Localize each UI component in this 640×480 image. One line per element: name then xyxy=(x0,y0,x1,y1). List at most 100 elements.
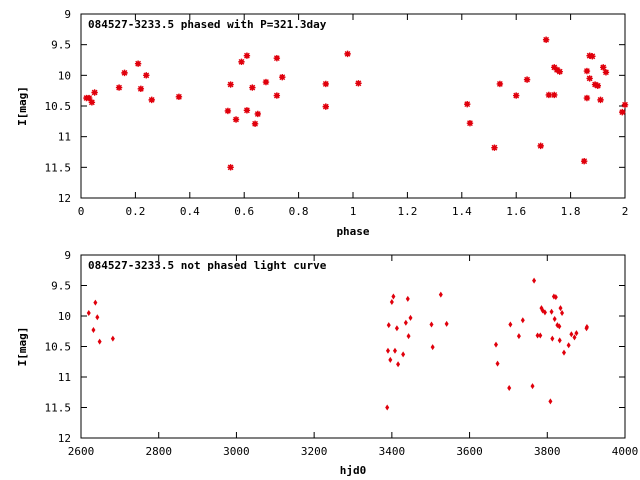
x-tick-label: 1.6 xyxy=(506,205,526,218)
x-tick-label: 0.4 xyxy=(180,205,200,218)
x-tick-label: 1 xyxy=(350,205,357,218)
x-tick-label: 0.8 xyxy=(289,205,309,218)
data-point xyxy=(532,277,537,284)
data-point xyxy=(385,404,390,411)
x-tick-label: 1.2 xyxy=(397,205,417,218)
data-point xyxy=(597,96,604,104)
data-point xyxy=(552,316,557,323)
data-point xyxy=(438,291,443,298)
data-point xyxy=(551,91,558,99)
x-tick-label: 2600 xyxy=(68,445,95,458)
data-point xyxy=(523,76,531,83)
data-point xyxy=(583,67,591,75)
data-point xyxy=(550,335,555,342)
unphased-light-curve-panel: 2600 2800 3000 3200 3400 3600 3800 4000 9 9.5 10 10… xyxy=(16,249,638,477)
data-point xyxy=(85,94,93,102)
data-point xyxy=(273,54,281,62)
data-point xyxy=(273,92,281,99)
data-point xyxy=(134,60,142,67)
data-point xyxy=(91,89,98,96)
data-point xyxy=(545,91,553,99)
data-point xyxy=(556,68,563,75)
data-point xyxy=(557,337,562,344)
y-axis-title: I[mag] xyxy=(16,327,29,367)
data-point xyxy=(535,332,540,339)
data-point xyxy=(243,107,251,114)
y-tick-label: 11 xyxy=(58,131,71,144)
data-point xyxy=(396,361,401,368)
y-tick-label: 9.5 xyxy=(51,280,71,293)
data-point xyxy=(97,338,102,345)
y-tick-label: 9.5 xyxy=(51,39,71,52)
data-point xyxy=(537,142,544,150)
data-point xyxy=(600,64,607,71)
data-point xyxy=(238,58,245,66)
data-point xyxy=(602,69,610,76)
data-point xyxy=(386,322,391,329)
data-point xyxy=(621,101,629,108)
data-point xyxy=(444,320,449,327)
x-tick-label: 3200 xyxy=(301,445,328,458)
data-point xyxy=(392,347,397,354)
data-point xyxy=(110,335,115,342)
data-point xyxy=(95,314,100,321)
data-point xyxy=(408,314,413,321)
data-point xyxy=(507,384,512,391)
data-point xyxy=(530,383,535,390)
data-point xyxy=(491,144,498,151)
data-point xyxy=(466,119,474,127)
data-point xyxy=(542,36,550,43)
x-tick-label: 4000 xyxy=(612,445,639,458)
data-point xyxy=(115,84,123,91)
data-point xyxy=(249,84,256,91)
data-point xyxy=(538,332,543,339)
data-point xyxy=(227,164,234,171)
data-point xyxy=(232,116,240,123)
y-tick-label: 10.5 xyxy=(45,100,72,113)
data-point xyxy=(394,325,399,332)
data-point xyxy=(429,321,434,328)
data-point xyxy=(93,299,98,306)
x-tick-label: 0.2 xyxy=(125,205,145,218)
y-axis-title: I[mag] xyxy=(16,86,29,126)
x-tick-label: 1.4 xyxy=(452,205,472,218)
data-point xyxy=(137,85,145,93)
y-tick-label: 11.5 xyxy=(45,402,72,415)
data-point xyxy=(88,99,96,106)
data-point xyxy=(560,309,565,316)
y-tick-label: 9 xyxy=(64,249,71,262)
data-point xyxy=(224,107,232,115)
data-point xyxy=(91,327,96,334)
chart-title: 084527-3233.5 not phased light curve xyxy=(88,259,327,272)
data-point xyxy=(322,103,329,110)
x-tick-label: 0.6 xyxy=(234,205,254,218)
data-point xyxy=(403,319,408,326)
data-point xyxy=(584,323,589,330)
data-point xyxy=(405,295,410,302)
data-point xyxy=(389,298,394,305)
data-point xyxy=(557,323,562,330)
y-tick-label: 9 xyxy=(64,8,71,21)
chart-title: 084527-3233.5 phased with P=321.3day xyxy=(88,18,327,31)
data-point xyxy=(406,333,411,340)
y-tick-label: 11.5 xyxy=(45,161,72,174)
y-tick-label: 10.5 xyxy=(45,341,72,354)
x-tick-label: 1.8 xyxy=(561,205,581,218)
data-point xyxy=(558,305,563,312)
data-point xyxy=(322,80,329,88)
data-point xyxy=(581,157,588,165)
data-point xyxy=(148,96,155,104)
data-point xyxy=(493,341,498,348)
y-tick-label: 12 xyxy=(58,432,71,445)
x-tick-label: 2800 xyxy=(145,445,172,458)
data-point xyxy=(549,308,554,315)
data-point xyxy=(520,317,525,324)
data-point xyxy=(572,334,577,341)
data-point xyxy=(86,309,91,316)
data-point xyxy=(401,351,406,358)
data-point xyxy=(553,294,558,301)
data-point xyxy=(586,75,593,82)
x-tick-label: 3000 xyxy=(223,445,250,458)
data-point xyxy=(121,69,128,77)
